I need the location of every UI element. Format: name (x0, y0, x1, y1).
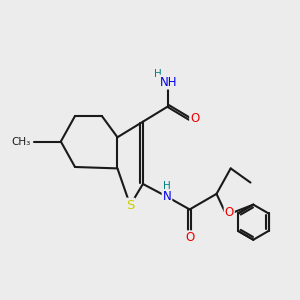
Text: O: O (225, 206, 234, 219)
Text: CH₃: CH₃ (12, 136, 31, 146)
Text: O: O (190, 112, 199, 125)
Text: S: S (126, 199, 134, 212)
Text: H: H (163, 181, 171, 191)
Text: N: N (163, 190, 171, 203)
Text: O: O (185, 231, 194, 244)
Text: NH: NH (160, 76, 177, 88)
Text: H: H (154, 69, 161, 79)
